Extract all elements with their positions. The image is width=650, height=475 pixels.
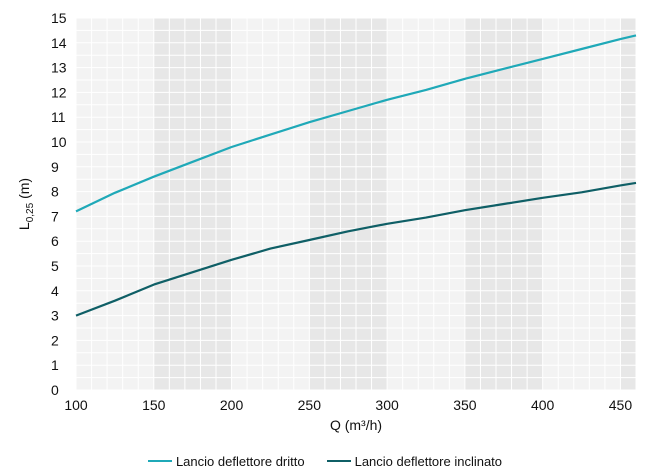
y-tick-label: 4 [51,283,59,299]
y-tick-label: 7 [51,208,59,224]
x-tick-label: 200 [220,397,244,413]
series-lines [75,34,637,317]
x-tick-label: 450 [609,397,633,413]
y-tick-label: 11 [51,109,66,125]
y-tick-label: 3 [51,308,59,324]
legend-item-0: Lancio deflettore dritto [147,453,305,469]
x-tick-labels: 100 150 200 250 300 350 400 450 [64,397,632,413]
y-axis-label-unit: (m) [16,178,32,203]
legend: Lancio deflettore dritto Lancio deflettor… [0,450,650,472]
y-axis-label: L0,25 (m) [16,178,36,230]
x-tick-label: 400 [531,397,555,413]
y-tick-label: 6 [51,233,59,249]
y-axis-label-main: L [16,222,32,230]
y-tick-label: 12 [51,84,67,100]
y-axis-label-subscript: 0,25 [25,202,36,222]
y-tick-label: 1 [51,357,59,373]
y-tick-label: 13 [51,60,67,76]
y-tick-label: 8 [51,184,59,200]
x-axis-label: Q (m³/h) [330,417,382,433]
x-tick-label: 100 [64,397,88,413]
x-tick-label: 300 [375,397,399,413]
x-tick-label: 250 [298,397,322,413]
legend-label-0: Lancio deflettore dritto [175,453,305,469]
y-tick-label: 9 [51,159,59,175]
x-tick-label: 150 [142,397,166,413]
grid [75,17,637,391]
y-tick-label: 15 [51,10,67,26]
line-chart: 100 150 200 250 300 350 400 450 012345678910111… [16,10,637,433]
y-tick-label: 10 [51,134,67,150]
y-tick-label: 2 [51,332,59,348]
series-line-0 [75,34,637,213]
legend-label-1: Lancio deflettore inclinato [354,453,503,469]
legend-swatch-1 [326,460,351,462]
y-tick-label: 0 [51,382,59,398]
legend-item-1: Lancio deflettore inclinato [326,453,503,469]
y-tick-label: 14 [51,35,67,51]
legend-swatch-0 [147,460,172,462]
y-tick-label: 5 [51,258,59,274]
x-tick-label: 350 [453,397,477,413]
series-line-1 [75,181,637,317]
